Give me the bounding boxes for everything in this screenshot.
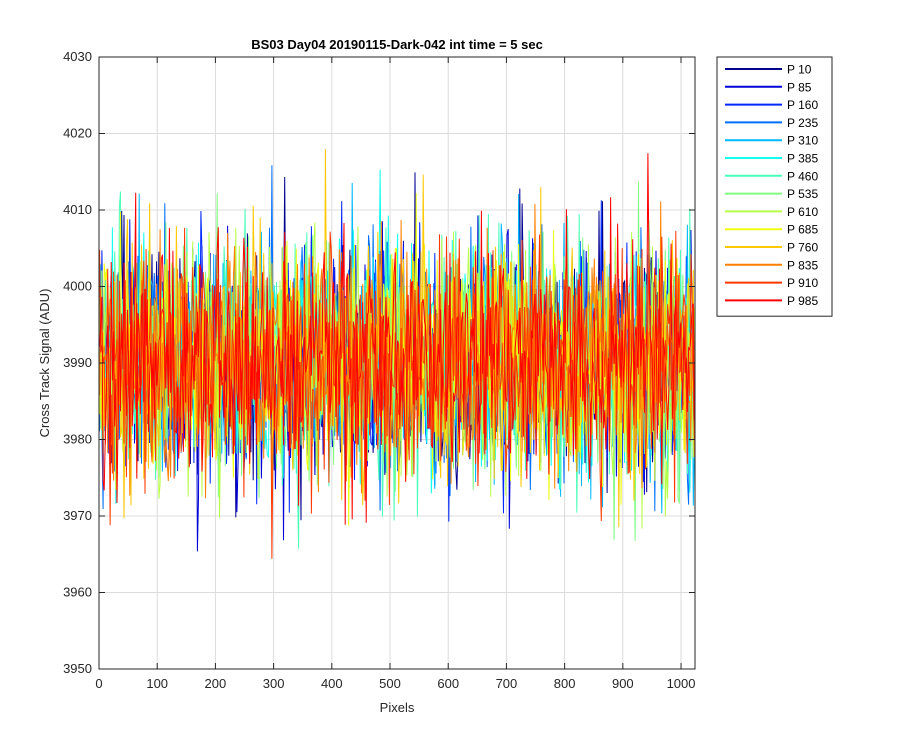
y-tick-label: 3970 [63, 508, 92, 523]
y-tick-label: 3990 [63, 355, 92, 370]
x-tick-label: 300 [263, 676, 285, 691]
x-tick-label: 0 [95, 676, 102, 691]
legend-entry: P 685 [787, 223, 818, 237]
x-tick-label: 800 [554, 676, 576, 691]
legend-entry: P 535 [787, 187, 818, 201]
x-tick-label: 700 [496, 676, 518, 691]
legend-entry: P 385 [787, 152, 818, 166]
legend-entry: P 910 [787, 276, 818, 290]
y-tick-label: 4010 [63, 202, 92, 217]
y-tick-label: 4020 [63, 126, 92, 141]
legend-entry: P 760 [787, 241, 818, 255]
legend-entry: P 460 [787, 169, 818, 183]
y-axis-label: Cross Track Signal (ADU) [37, 289, 52, 438]
x-tick-label: 100 [146, 676, 168, 691]
x-tick-label: 200 [205, 676, 227, 691]
x-tick-label: 1000 [667, 676, 696, 691]
x-tick-label: 600 [437, 676, 459, 691]
tick-layer: 0 100 200 300 400 500 600 700 800 900 1000 3950 3960… [63, 49, 695, 691]
series-layer [99, 148, 695, 559]
y-tick-label: 3960 [63, 585, 92, 600]
series-line [99, 153, 695, 525]
legend: P 10 P 85 P 160 P 235 P 310 P 385 P 460 P 535 P … [716, 56, 833, 317]
y-tick-label: 3980 [63, 432, 92, 447]
legend-entry: P 610 [787, 205, 818, 219]
x-tick-label: 900 [612, 676, 634, 691]
legend-entry: P 85 [787, 80, 812, 94]
y-tick-label: 4000 [63, 279, 92, 294]
y-tick-label: 3950 [63, 661, 92, 676]
x-axis-label: Pixels [380, 700, 415, 715]
x-tick-label: 400 [321, 676, 343, 691]
legend-entry: P 160 [787, 98, 818, 112]
x-tick-label: 500 [379, 676, 401, 691]
chart-title: BS03 Day04 20190115-Dark-042 int time = … [251, 37, 543, 52]
legend-box [716, 56, 833, 317]
legend-entry: P 235 [787, 116, 818, 130]
legend-entry: P 835 [787, 258, 818, 272]
legend-entry: P 310 [787, 134, 818, 148]
legend-entry: P 985 [787, 294, 818, 308]
legend-entry: P 10 [787, 63, 812, 77]
y-tick-label: 4030 [63, 49, 92, 64]
